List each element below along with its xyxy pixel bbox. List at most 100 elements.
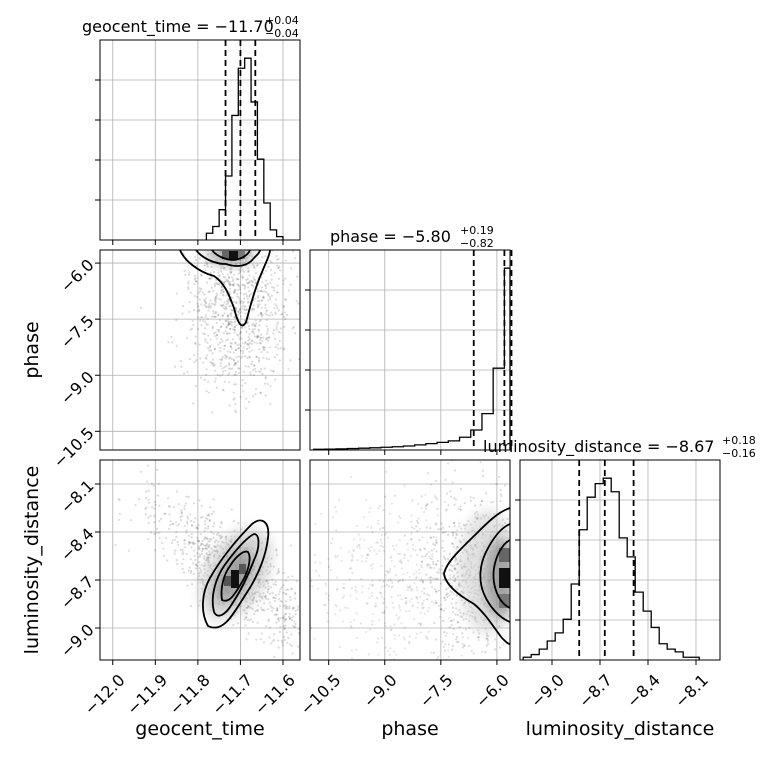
scatter-point <box>281 616 284 619</box>
scatter-point <box>376 641 379 644</box>
scatter-point <box>237 522 240 525</box>
scatter-point <box>404 602 408 605</box>
scatter-point <box>277 258 280 261</box>
scatter-point <box>118 499 121 502</box>
scatter-point <box>358 543 361 546</box>
scatter-point <box>448 525 451 528</box>
scatter-point <box>425 552 428 556</box>
scatter-point <box>419 527 422 531</box>
scatter-point <box>424 548 427 551</box>
scatter-point <box>260 306 264 309</box>
scatter-point <box>441 564 444 567</box>
scatter-point <box>277 267 280 270</box>
scatter-point <box>288 607 291 610</box>
scatter-point <box>336 555 340 558</box>
scatter-point <box>451 531 454 534</box>
scatter-point <box>147 498 150 501</box>
scatter-point <box>383 584 386 587</box>
scatter-point <box>330 541 333 545</box>
scatter-point <box>252 368 255 371</box>
scatter-point <box>510 548 512 550</box>
scatter-point <box>205 323 208 326</box>
scatter-point <box>525 562 527 564</box>
x-tick-label: −11.6 <box>251 670 299 718</box>
scatter-point <box>275 553 278 556</box>
scatter-point <box>284 579 288 582</box>
scatter-point <box>454 557 458 560</box>
scatter-point <box>264 255 267 258</box>
scatter-point <box>244 305 247 308</box>
scatter-point <box>156 468 159 471</box>
scatter-point <box>161 541 164 545</box>
scatter-point <box>359 622 363 625</box>
scatter-point <box>256 335 260 338</box>
scatter-point <box>327 565 330 569</box>
scatter-point <box>265 337 268 340</box>
scatter-point <box>449 577 452 580</box>
scatter-point <box>185 552 188 555</box>
scatter-point <box>375 541 378 544</box>
scatter-point <box>416 502 420 506</box>
scatter-point <box>259 391 262 394</box>
scatter-point <box>233 289 237 292</box>
scatter-point <box>218 283 221 286</box>
scatter-point <box>444 607 447 610</box>
scatter-point <box>413 527 416 530</box>
scatter-point <box>441 539 444 542</box>
scatter-point <box>403 557 406 560</box>
scatter-point <box>313 655 315 657</box>
scatter-point <box>284 211 286 213</box>
scatter-point <box>276 609 279 612</box>
scatter-point <box>218 275 221 278</box>
scatter-point <box>439 582 443 585</box>
scatter-point <box>219 534 222 537</box>
scatter-point <box>462 612 465 615</box>
scatter-point <box>416 674 418 676</box>
scatter-point <box>507 668 509 670</box>
x-tick-label: −9.0 <box>360 670 401 711</box>
scatter-point <box>255 336 259 339</box>
scatter-point <box>464 524 467 527</box>
scatter-point <box>282 304 286 307</box>
scatter-point <box>205 557 209 560</box>
scatter-point <box>354 588 357 592</box>
scatter-point <box>511 621 513 623</box>
scatter-point <box>175 530 178 534</box>
scatter-point <box>246 297 249 300</box>
scatter-point <box>233 291 236 294</box>
scatter-point <box>362 516 365 519</box>
scatter-point <box>187 282 190 285</box>
scatter-point <box>192 323 195 326</box>
scatter-point <box>221 265 224 268</box>
scatter-point <box>409 587 413 590</box>
scatter-point <box>275 326 278 329</box>
scatter-point <box>214 539 218 542</box>
scatter-point <box>202 564 205 568</box>
scatter-point <box>221 373 224 376</box>
scatter-point <box>278 604 282 608</box>
scatter-point <box>484 650 487 654</box>
scatter-point <box>422 606 425 609</box>
scatter-point <box>243 305 246 308</box>
scatter-point <box>212 309 215 313</box>
scatter-point <box>427 472 430 475</box>
scatter-point <box>183 524 186 528</box>
scatter-point <box>207 527 210 530</box>
scatter-point <box>227 323 230 326</box>
scatter-point <box>451 597 454 600</box>
scatter-point <box>234 342 237 345</box>
scatter-point <box>282 305 285 309</box>
scatter-point <box>335 647 337 649</box>
scatter-point <box>251 280 254 284</box>
scatter-point <box>273 307 276 310</box>
scatter-point <box>383 533 386 536</box>
scatter-point <box>435 542 438 545</box>
scatter-point <box>251 307 254 310</box>
scatter-point <box>234 324 238 327</box>
scatter-point <box>197 540 200 543</box>
scatter-point <box>214 310 218 313</box>
scatter-point <box>222 290 225 294</box>
scatter-point <box>266 282 269 285</box>
scatter-point <box>420 564 423 567</box>
scatter-point <box>234 373 237 376</box>
